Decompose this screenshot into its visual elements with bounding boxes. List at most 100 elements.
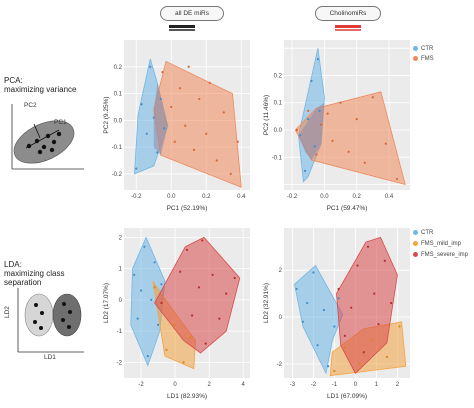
hull-fms-severe-imp bbox=[336, 236, 398, 374]
x-tick-label: 4 bbox=[242, 382, 246, 388]
legend-item-fms: FMS bbox=[413, 56, 434, 62]
data-point-ctr bbox=[163, 127, 166, 130]
data-point-ctr bbox=[333, 325, 336, 328]
legend-swatch-fms-mild bbox=[413, 241, 418, 246]
data-point-fms-mild-imp bbox=[343, 346, 346, 349]
data-point-ctr bbox=[316, 57, 320, 61]
legend-swatch-fms bbox=[413, 56, 418, 61]
legend-label-ctr-lda: CTR bbox=[421, 230, 434, 237]
lda-schematic bbox=[17, 288, 84, 353]
data-point-fms bbox=[384, 142, 387, 145]
data-point-fms-mild-imp bbox=[153, 286, 156, 289]
header-cholinomirs: CholinomiRs bbox=[315, 6, 381, 21]
data-point-fms-mild-imp bbox=[385, 355, 388, 359]
legend-swatch-ctr-lda bbox=[413, 230, 418, 235]
y-tick-label: 0.0 bbox=[114, 118, 123, 124]
x-tick-label: 0.2 bbox=[353, 194, 362, 200]
x-axis-title: PC1 (52.19%) bbox=[167, 205, 208, 212]
x-tick-label: 0 bbox=[354, 382, 358, 388]
data-point-ctr bbox=[306, 301, 309, 305]
header-all-de-mirs-label: all DE miRs bbox=[175, 10, 209, 17]
header-all-de-mirs: all DE miRs bbox=[160, 6, 224, 21]
y-tick-label: -0.1 bbox=[272, 155, 283, 161]
legend-swatch-fms-severe bbox=[413, 252, 418, 257]
x-tick-label: -1 bbox=[332, 382, 338, 388]
y-axis-title: PC2 (11.46%) bbox=[263, 95, 270, 135]
legend-item-fms-severe: FMS_severe_imp bbox=[413, 252, 468, 258]
data-point-ctr bbox=[327, 365, 330, 368]
x-tick-label: -0.2 bbox=[131, 194, 142, 200]
y-tick-label: 0.2 bbox=[114, 65, 123, 71]
data-point-fms-severe-imp bbox=[343, 334, 346, 337]
legend-item-ctr: CTR bbox=[413, 46, 433, 52]
legend-item-fms-mild: FMS_mild_imp bbox=[413, 241, 461, 247]
hull-overlap bbox=[298, 102, 325, 160]
data-point-fms bbox=[229, 172, 232, 176]
data-point-fms-severe-imp bbox=[377, 322, 380, 326]
data-point-fms-severe-imp bbox=[201, 239, 204, 242]
hull-fms-severe-imp bbox=[154, 236, 241, 354]
x-tick-label: 0 bbox=[173, 382, 177, 388]
data-point-ctr bbox=[136, 317, 139, 320]
data-point-ctr bbox=[313, 145, 316, 148]
lda-side-panel: LDA: maximizing class separation LD2 LD1 bbox=[4, 260, 94, 361]
hull-ctr bbox=[294, 264, 344, 375]
data-point-fms-mild-imp bbox=[189, 336, 192, 339]
data-point-fms bbox=[347, 150, 350, 153]
legend-label-fms-mild: FMS_mild_imp bbox=[421, 241, 462, 248]
data-point-fms bbox=[295, 128, 299, 132]
data-point-fms-severe-imp bbox=[233, 276, 236, 280]
data-point-fms bbox=[371, 96, 374, 99]
data-point-fms-severe-imp bbox=[383, 259, 386, 262]
y-tick-label: -1 bbox=[117, 329, 123, 335]
data-point-fms-severe-imp bbox=[337, 287, 340, 291]
pca-title: PCA: bbox=[4, 76, 23, 85]
data-point-fms-severe-imp bbox=[191, 314, 194, 317]
data-point-fms bbox=[307, 109, 310, 113]
pca-pc2-label: PC2 bbox=[24, 102, 37, 109]
data-point-fms bbox=[236, 140, 239, 143]
header-all-de-mirs-bar-stack bbox=[169, 29, 195, 31]
y-tick-label: 0.2 bbox=[274, 73, 283, 79]
y-tick-label: -2 bbox=[277, 362, 283, 368]
data-point-fms bbox=[339, 101, 342, 104]
data-point-fms bbox=[222, 111, 225, 114]
data-point-fms bbox=[208, 81, 211, 84]
data-point-fms-mild-imp bbox=[333, 369, 336, 373]
x-tick-label: 2 bbox=[207, 382, 211, 388]
x-tick-label: 0.2 bbox=[202, 194, 211, 200]
data-point-fms-severe-imp bbox=[225, 292, 228, 295]
lda-ld1-label: LD1 bbox=[44, 354, 56, 361]
data-point-fms-severe-imp bbox=[204, 342, 207, 345]
data-point-fms bbox=[178, 87, 182, 90]
y-tick-label: 0 bbox=[279, 315, 283, 321]
data-point-ctr bbox=[303, 169, 307, 173]
x-tick-label: 0.0 bbox=[320, 194, 329, 200]
x-axis-title: PC1 (59.47%) bbox=[327, 205, 368, 212]
legend-label-ctr: CTR bbox=[421, 46, 434, 53]
data-point-fms-severe-imp bbox=[218, 317, 221, 320]
x-tick-label: 0.4 bbox=[385, 194, 394, 200]
data-point-fms-severe-imp bbox=[160, 301, 163, 305]
data-point-ctr bbox=[156, 323, 160, 326]
pca-pc1-label: PC1 bbox=[54, 119, 67, 126]
data-point-fms bbox=[355, 117, 358, 121]
data-point-fms-mild-imp bbox=[165, 348, 168, 351]
data-point-fms bbox=[173, 140, 176, 143]
pca-schematic bbox=[11, 104, 84, 170]
y-tick-label: 0.0 bbox=[274, 128, 283, 134]
data-point-ctr bbox=[337, 297, 340, 300]
chart-pca-all-de-mirs: -0.2 0.0 0.2 0.4 -0.2 -0.1 0.0 0.1 0.2 PC1 (52.19… bbox=[103, 40, 250, 212]
data-point-ctr bbox=[318, 109, 321, 113]
legend-swatch-ctr bbox=[413, 46, 418, 51]
data-point-fms bbox=[198, 97, 201, 101]
data-point-ctr bbox=[299, 134, 302, 137]
x-tick-label: 2 bbox=[396, 382, 400, 388]
data-point-ctr bbox=[150, 298, 153, 301]
y-tick-label: 2 bbox=[119, 235, 123, 241]
y-tick-label: -2 bbox=[117, 360, 123, 366]
data-point-fms bbox=[315, 153, 318, 156]
data-point-ctr bbox=[146, 355, 149, 358]
y-tick-label: 0.1 bbox=[274, 101, 283, 107]
